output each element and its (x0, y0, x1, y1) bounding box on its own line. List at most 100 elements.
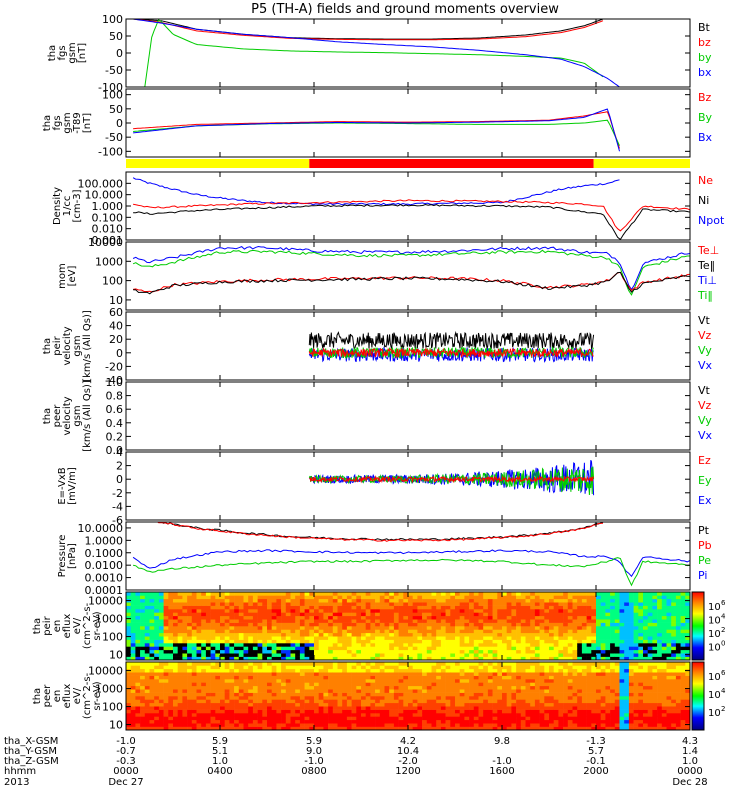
spectrogram-cell (479, 703, 484, 707)
spectrogram-cell (605, 653, 610, 657)
spectrogram-cell (234, 689, 239, 693)
spectrogram-cell (591, 682, 596, 686)
spectrogram-cell (493, 682, 498, 686)
spectrogram-cell (554, 619, 559, 623)
spectrogram-cell (385, 710, 390, 714)
spectrogram-cell (323, 703, 328, 707)
spectrogram-cell (638, 592, 643, 596)
spectrogram-cell (549, 653, 554, 657)
spectrogram-cell (281, 676, 286, 680)
spectrogram-cell (328, 703, 333, 707)
spectrogram-cell (389, 633, 394, 637)
spectrogram-cell (380, 595, 385, 599)
spectrogram-cell (483, 619, 488, 623)
spectrogram-cell (338, 636, 343, 640)
legend-bz: bz (698, 36, 711, 49)
spectrogram-cell (610, 623, 615, 627)
spectrogram-cell (319, 616, 324, 620)
spectrogram-cell (540, 706, 545, 710)
spectrogram-cell (281, 609, 286, 613)
spectrogram-cell (610, 626, 615, 630)
spectrogram-cell (126, 696, 131, 700)
spectrogram-cell (168, 636, 173, 640)
spectrogram-cell (634, 699, 639, 703)
spectrogram-cell (582, 629, 587, 633)
spectrogram-cell (620, 606, 625, 610)
spectrogram-cell (577, 609, 582, 613)
spectrogram-cell (540, 686, 545, 690)
spectrogram-cell (267, 713, 272, 717)
spectrogram-cell (413, 710, 418, 714)
spectrogram-cell (474, 616, 479, 620)
spectrogram-cell (535, 696, 540, 700)
spectrogram-cell (511, 693, 516, 697)
spectrogram-cell (319, 662, 324, 666)
spectrogram-cell (361, 636, 366, 640)
spectrogram-cell (676, 612, 681, 616)
spectrogram-cell (239, 612, 244, 616)
spectrogram-cell (258, 723, 263, 727)
spectrogram-cell (634, 693, 639, 697)
spectrogram-cell (587, 592, 592, 596)
spectrogram-cell (178, 693, 183, 697)
spectrogram-cell (201, 669, 206, 673)
spectrogram-cell (178, 619, 183, 623)
spectrogram-cell (389, 676, 394, 680)
spectrogram-cell (460, 626, 465, 630)
spectrogram-cell (300, 662, 305, 666)
spectrogram-cell (225, 626, 230, 630)
spectrogram-cell (549, 602, 554, 606)
spectrogram-cell (342, 640, 347, 644)
spectrogram-cell (173, 706, 178, 710)
spectrogram-cell (178, 662, 183, 666)
spectrogram-cell (629, 653, 634, 657)
spectrogram-cell (375, 612, 380, 616)
spectrogram-cell (366, 696, 371, 700)
spectrogram-cell (469, 686, 474, 690)
spectrogram-cell (643, 609, 648, 613)
spectrogram-cell (370, 646, 375, 650)
spectrogram-cell (554, 693, 559, 697)
spectrogram-cell (535, 629, 540, 633)
spectrogram-cell (164, 665, 169, 669)
spectrogram-cell (427, 693, 432, 697)
spectrogram-cell (319, 626, 324, 630)
spectrogram-cell (516, 689, 521, 693)
spectrogram-cell (281, 626, 286, 630)
spectrogram-cell (441, 636, 446, 640)
spectrogram-cell (234, 636, 239, 640)
spectrogram-cell (399, 720, 404, 724)
legend-Ex: Ex (698, 494, 712, 507)
spectrogram-cell (215, 703, 220, 707)
spectrogram-cell (291, 710, 296, 714)
spectrogram-cell (516, 595, 521, 599)
spectrogram-cell (577, 633, 582, 637)
spectrogram-cell (563, 653, 568, 657)
spectrogram-cell (568, 616, 573, 620)
spectrogram-cell (577, 665, 582, 669)
spectrogram-cell (305, 669, 310, 673)
series-line-Bz (133, 112, 619, 149)
spectrogram-cell (305, 606, 310, 610)
spectrogram-cell (558, 609, 563, 613)
spectrogram-cell (601, 706, 606, 710)
spectrogram-cell (530, 703, 535, 707)
spectrogram-cell (220, 672, 225, 676)
spectrogram-cell (422, 713, 427, 717)
spectrogram-cell (244, 689, 249, 693)
spectrogram-cell (267, 616, 272, 620)
spectrogram-cell (187, 686, 192, 690)
spectrogram-cell (150, 686, 155, 690)
spectrogram-cell (267, 650, 272, 654)
spectrogram-cell (309, 720, 314, 724)
spectrogram-cell (272, 602, 277, 606)
spectrogram-cell (248, 650, 253, 654)
spectrogram-cell (211, 676, 216, 680)
spectrogram-cell (441, 633, 446, 637)
spectrogram-cell (549, 629, 554, 633)
spectrogram-cell (370, 653, 375, 657)
spectrogram-cell (244, 612, 249, 616)
spectrogram-cell (370, 616, 375, 620)
spectrogram-cell (596, 606, 601, 610)
spectrogram-cell (455, 619, 460, 623)
